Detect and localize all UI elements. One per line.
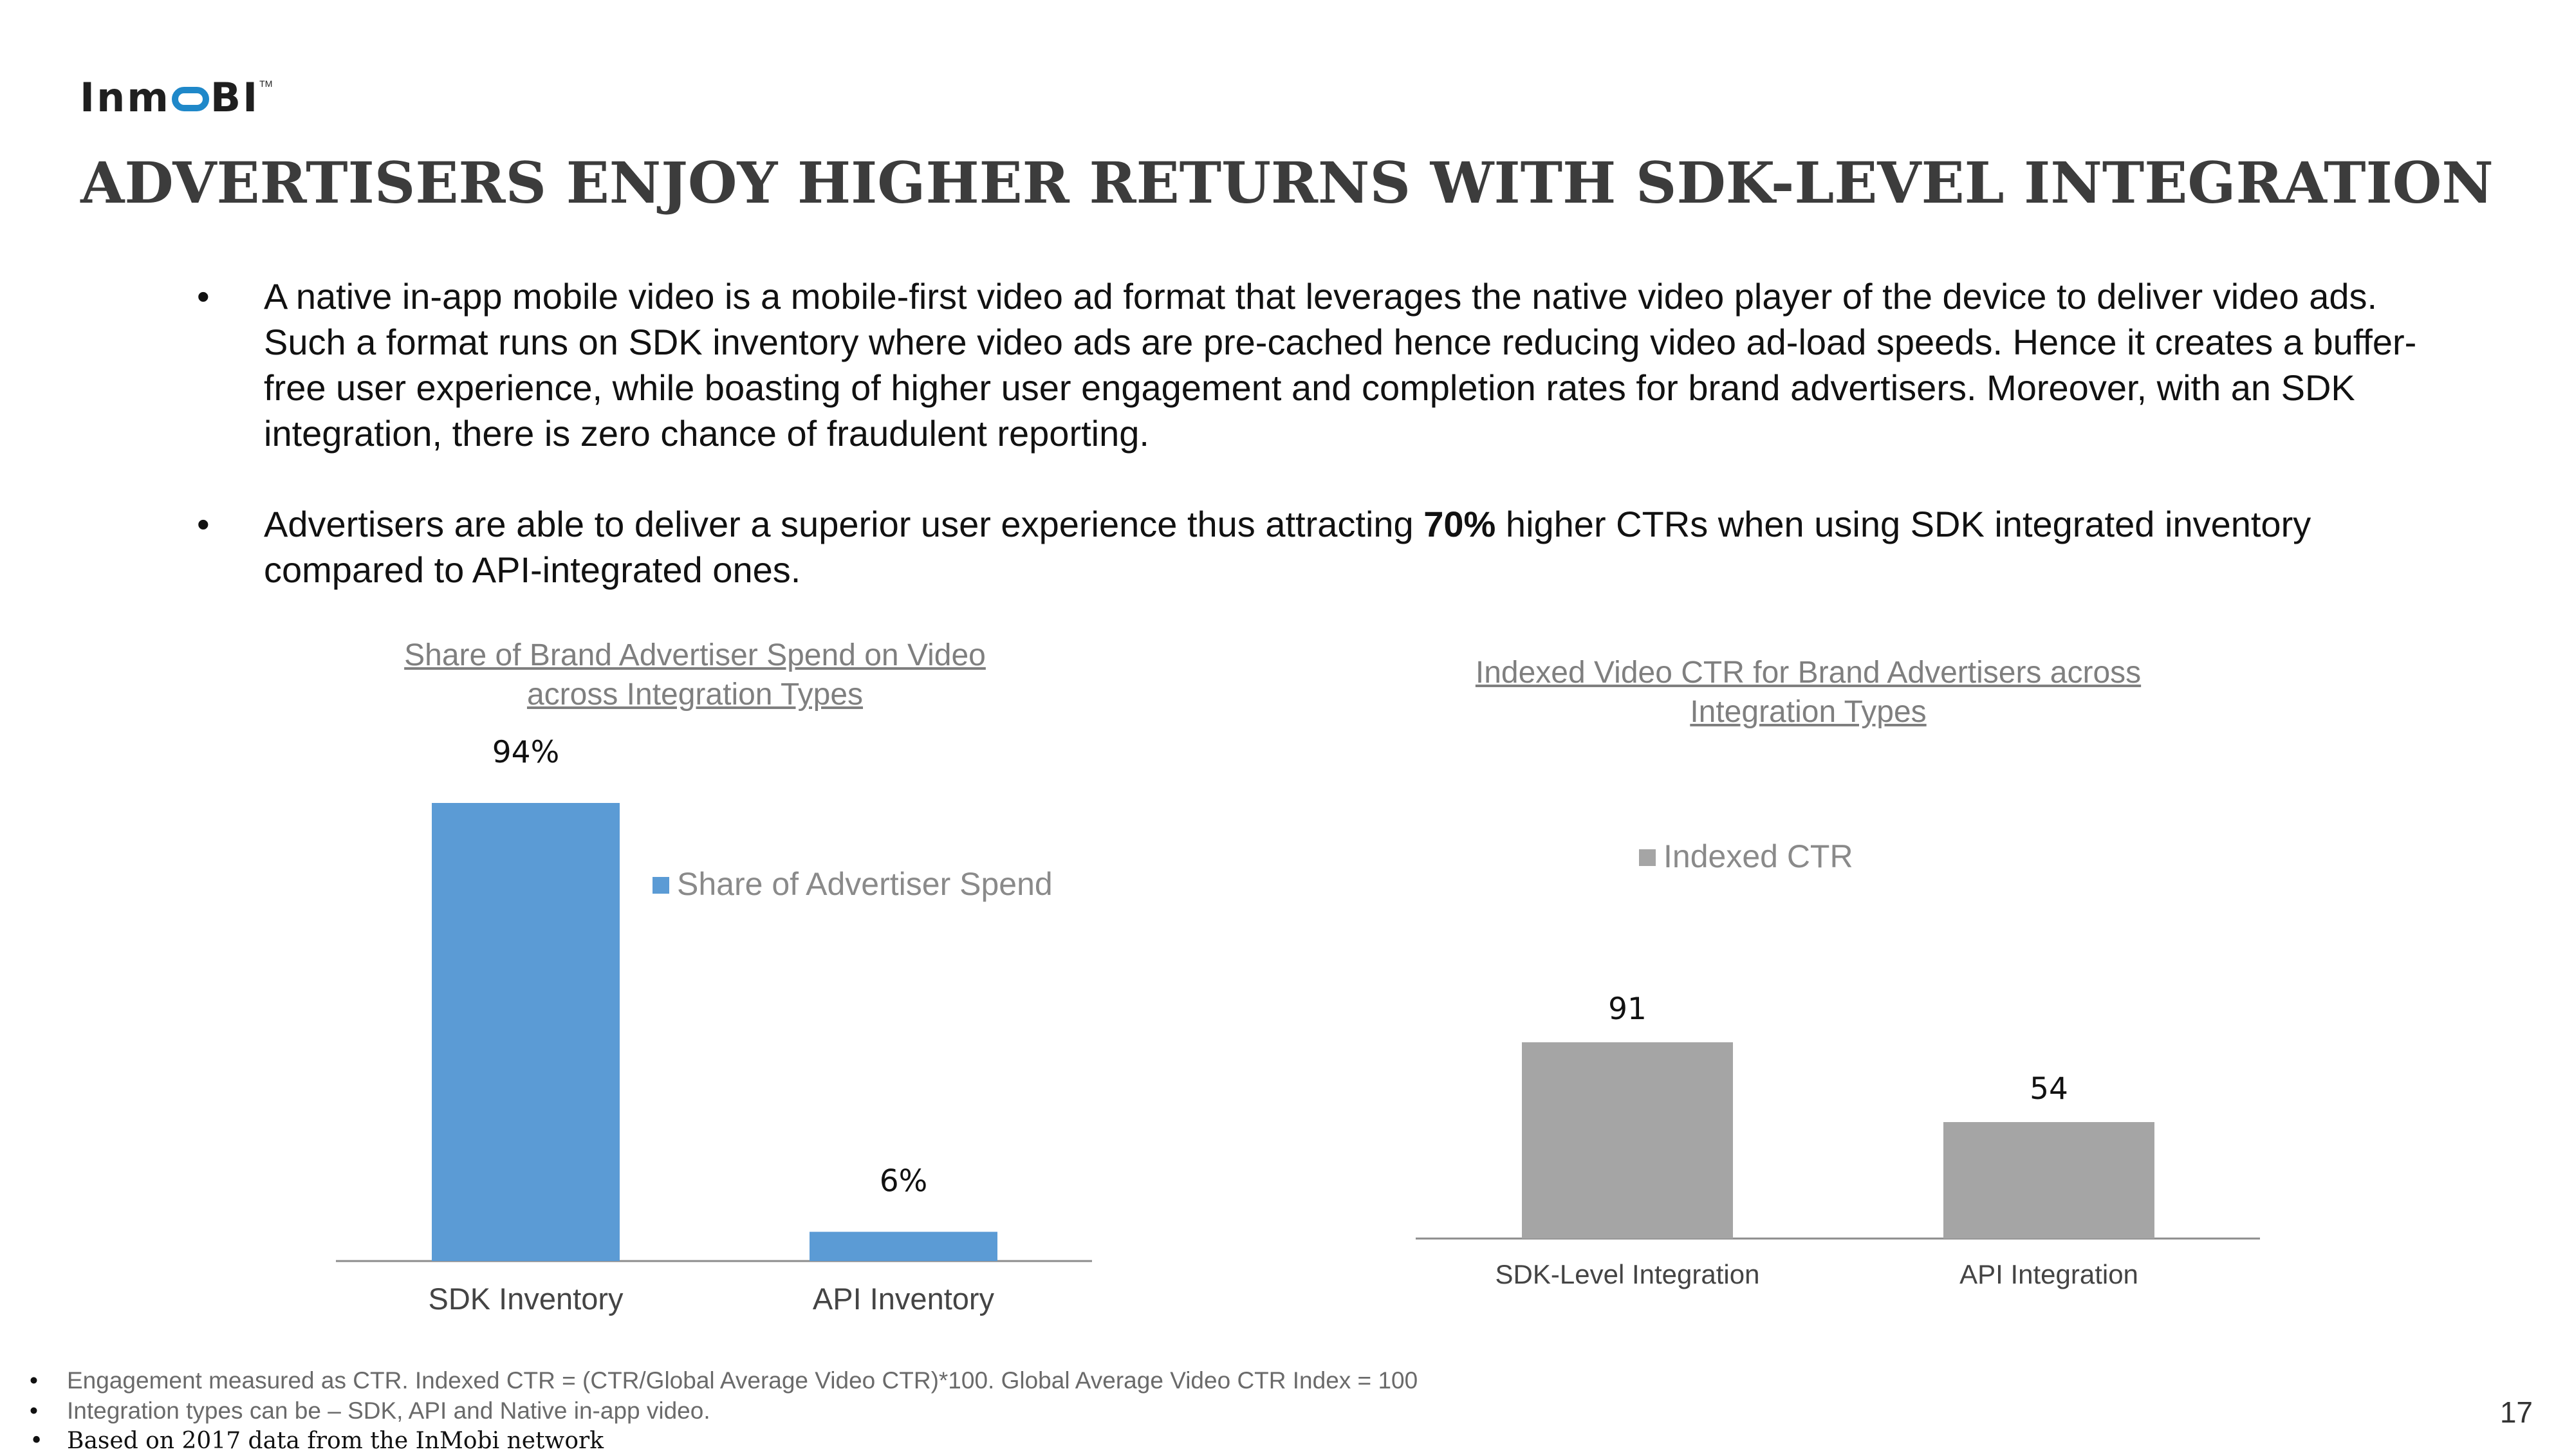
bullet-item: • Advertisers are able to deliver a supe… (193, 501, 2426, 593)
logo-o-icon (171, 87, 209, 111)
chart1-legend-label: Share of Advertiser Spend (677, 866, 1053, 902)
chart2-tick-label: API Integration (1959, 1259, 2138, 1289)
footnote-text: Based on 2017 data from the InMobi netwo… (67, 1428, 604, 1454)
chart2-plot: 91 SDK-Level Integration 54 API Integration (1416, 991, 2260, 1289)
chart1-plot: 94% SDK Inventory 6% API Inventory (336, 735, 1092, 1316)
footnotes: • Engagement measured as CTR. Indexed CTR… (26, 1365, 1418, 1456)
footnote-item: • Integration types can be – SDK, API and… (26, 1396, 1418, 1426)
logo-text-end: BI (210, 74, 260, 121)
chart1-legend: Share of Advertiser Spend (653, 865, 1053, 903)
chart1-bar (432, 803, 620, 1261)
logo-m: m (127, 74, 171, 121)
bullet-marker: • (197, 504, 210, 544)
bullet-text-post: higher CTRs when using SDK integrated in… (264, 504, 2311, 590)
chart1-data-label: 94% (492, 735, 559, 770)
bullet-item: • A native in-app mobile video is a mobi… (193, 273, 2426, 456)
slide-title: ADVERTISERS ENJOY HIGHER RETURNS WITH SD… (80, 149, 2494, 216)
logo-text-start: In (80, 74, 127, 121)
footnote-marker: • (30, 1367, 38, 1394)
footnote-item: • Engagement measured as CTR. Indexed CTR… (26, 1365, 1418, 1396)
chart1-title: Share of Brand Advertiser Spend on Video… (404, 638, 986, 712)
chart2-bar (1522, 1042, 1733, 1239)
bullet-text-pre: Advertisers are able to deliver a superi… (264, 504, 1424, 544)
chart1-legend-swatch (653, 877, 669, 894)
chart1-data-label: 6% (880, 1164, 928, 1199)
chart2-legend: Indexed CTR (1639, 838, 1853, 875)
chart2-data-label: 54 (2030, 1071, 2068, 1107)
bullet-text: A native in-app mobile video is a mobile… (264, 276, 2417, 454)
inmobi-logo: Inm BITM (80, 78, 273, 118)
bullet-marker: • (197, 276, 210, 317)
chart1-bar (810, 1231, 997, 1261)
page-number: 17 (2499, 1396, 2533, 1429)
footnote-item: • Based on 2017 data from the InMobi netw… (26, 1426, 1418, 1456)
footnote-marker: • (30, 1428, 44, 1454)
chart2-data-label: 91 (1608, 991, 1647, 1027)
footnote-marker: • (30, 1397, 38, 1424)
footnote-text: Engagement measured as CTR. Indexed CTR … (67, 1367, 1418, 1394)
chart2-legend-swatch (1639, 849, 1656, 866)
footnote-text: Integration types can be – SDK, API and … (67, 1397, 710, 1424)
chart2-tick-label: SDK-Level Integration (1495, 1259, 1760, 1289)
chart2-title: Indexed Video CTR for Brand Advertisers … (1475, 656, 2142, 729)
chart1-tick-label: API Inventory (813, 1282, 995, 1316)
chart1-tick-label: SDK Inventory (428, 1282, 624, 1316)
bullet-highlight: 70% (1423, 504, 1496, 544)
chart2-legend-label: Indexed CTR (1663, 838, 1853, 874)
logo-trademark: TM (259, 78, 273, 89)
chart2-bar (1943, 1122, 2154, 1239)
bullet-list: • A native in-app mobile video is a mobi… (193, 273, 2426, 638)
